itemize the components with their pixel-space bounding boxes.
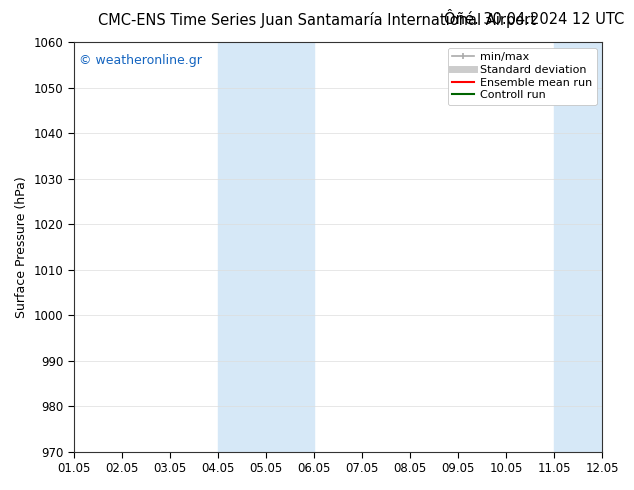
Y-axis label: Surface Pressure (hPa): Surface Pressure (hPa)	[15, 176, 28, 318]
Text: © weatheronline.gr: © weatheronline.gr	[79, 54, 202, 67]
Bar	[554, 42, 634, 452]
Text: Ôñé. 30.04.2024 12 UTC: Ôñé. 30.04.2024 12 UTC	[444, 12, 624, 27]
Bar	[218, 42, 314, 452]
Legend: min/max, Standard deviation, Ensemble mean run, Controll run: min/max, Standard deviation, Ensemble me…	[448, 48, 597, 105]
Text: CMC-ENS Time Series Juan Santamaría International Airport: CMC-ENS Time Series Juan Santamaría Inte…	[98, 12, 536, 28]
